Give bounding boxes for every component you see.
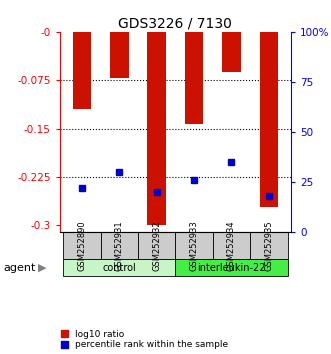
FancyBboxPatch shape <box>63 259 175 276</box>
FancyBboxPatch shape <box>101 232 138 259</box>
FancyBboxPatch shape <box>63 232 101 259</box>
Bar <box>260 32 278 207</box>
FancyBboxPatch shape <box>250 232 288 259</box>
Bar <box>147 32 166 225</box>
Bar <box>185 32 204 124</box>
Text: GSM252931: GSM252931 <box>115 220 124 271</box>
Text: GSM252935: GSM252935 <box>264 220 273 271</box>
Text: ▶: ▶ <box>38 263 47 273</box>
Text: GSM252932: GSM252932 <box>152 220 161 271</box>
Text: GSM252933: GSM252933 <box>190 220 199 271</box>
Bar <box>222 32 241 73</box>
Bar <box>73 32 91 109</box>
Text: agent: agent <box>3 263 36 273</box>
Bar <box>110 32 129 78</box>
Text: control: control <box>103 263 136 273</box>
Title: GDS3226 / 7130: GDS3226 / 7130 <box>118 17 232 31</box>
FancyBboxPatch shape <box>175 232 213 259</box>
FancyBboxPatch shape <box>213 232 250 259</box>
Text: interleukin-22: interleukin-22 <box>197 263 266 273</box>
FancyBboxPatch shape <box>175 259 288 276</box>
Text: GSM252934: GSM252934 <box>227 220 236 271</box>
FancyBboxPatch shape <box>138 232 175 259</box>
Text: GSM252890: GSM252890 <box>77 220 86 271</box>
Legend: log10 ratio, percentile rank within the sample: log10 ratio, percentile rank within the … <box>61 330 228 349</box>
